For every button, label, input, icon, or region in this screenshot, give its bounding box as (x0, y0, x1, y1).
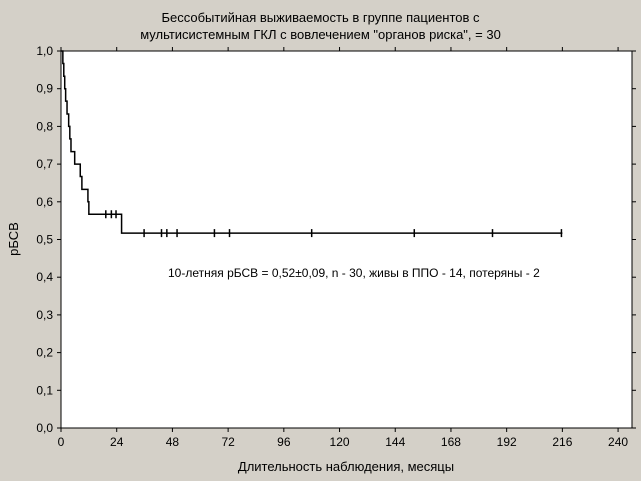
y-axis: 0,0 0,1 0,2 0,3 0,4 0,5 0,6 0,7 0,8 0,9 1,0 (36, 44, 636, 435)
chart-title: Бессобытийная выживаемость в группе паци… (161, 10, 480, 25)
plot-area (60, 50, 633, 429)
y-tick-label: 0,8 (36, 119, 53, 133)
x-tick-label: 216 (552, 435, 572, 449)
y-tick-label: 0,3 (36, 308, 53, 322)
x-tick-label: 96 (277, 435, 291, 449)
x-axis-label: Длительность наблюдения, месяцы (238, 459, 454, 474)
x-tick-label: 192 (497, 435, 517, 449)
survival-step-line (61, 50, 563, 234)
x-tick-label: 0 (58, 435, 65, 449)
y-tick-label: 0,5 (36, 233, 53, 247)
y-tick-label: 0,4 (36, 270, 53, 284)
x-tick-label: 48 (166, 435, 180, 449)
y-tick-label: 0,0 (36, 421, 53, 435)
x-tick-label: 144 (385, 435, 405, 449)
chart-annotation: 10-летняя рБСВ = 0,52±0,09, n - 30, живы… (168, 266, 540, 280)
y-tick-label: 0,6 (36, 195, 53, 209)
y-tick-label: 0,7 (36, 157, 53, 171)
y-tick-label: 0,9 (36, 82, 53, 96)
y-axis-label: рБСВ (6, 222, 21, 256)
y-tick-label: 1,0 (36, 44, 53, 58)
chart-subtitle: мультисистемным ГКЛ с вовлечением "орган… (140, 27, 501, 42)
x-tick-label: 240 (608, 435, 628, 449)
y-tick-label: 0,2 (36, 346, 53, 360)
x-tick-label: 24 (110, 435, 124, 449)
y-tick-label: 0,1 (36, 383, 53, 397)
censored-marks (105, 210, 563, 238)
x-axis: 0 24 48 72 96 120 144 168 192 216 240 (58, 47, 628, 449)
survival-curve (61, 50, 563, 234)
x-tick-label: 72 (221, 435, 235, 449)
x-tick-label: 120 (330, 435, 350, 449)
x-tick-label: 168 (441, 435, 461, 449)
